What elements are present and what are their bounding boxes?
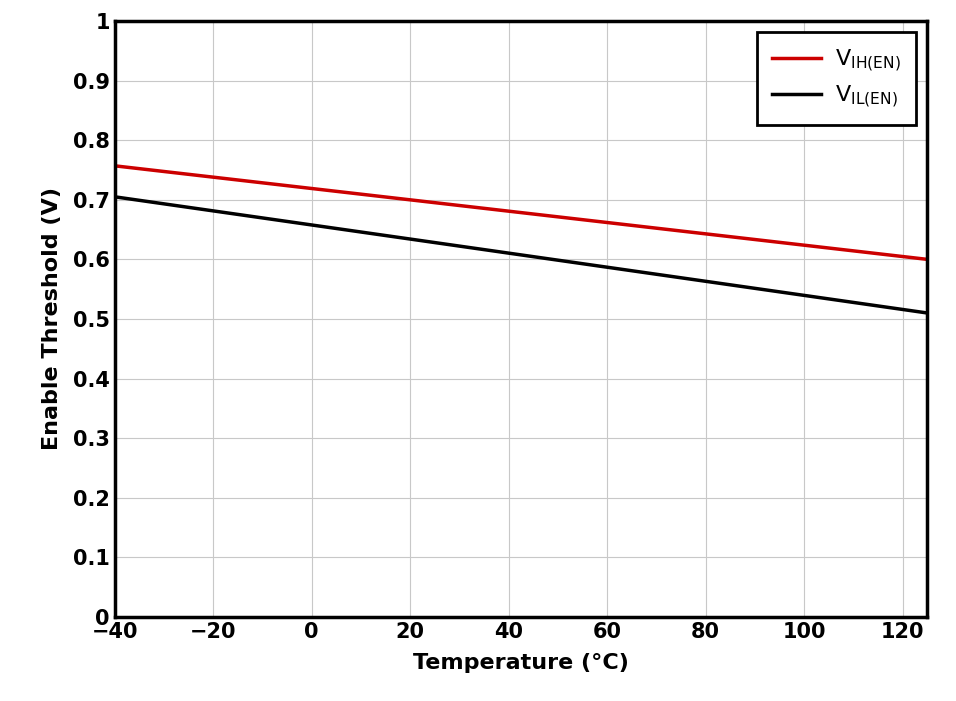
Legend: V$_{\mathregular{IH(EN)}}$, V$_{\mathregular{IL(EN)}}$: V$_{\mathregular{IH(EN)}}$, V$_{\mathreg… [757,32,916,125]
Y-axis label: Enable Threshold (V): Enable Threshold (V) [42,187,62,451]
X-axis label: Temperature (°C): Temperature (°C) [413,653,629,673]
